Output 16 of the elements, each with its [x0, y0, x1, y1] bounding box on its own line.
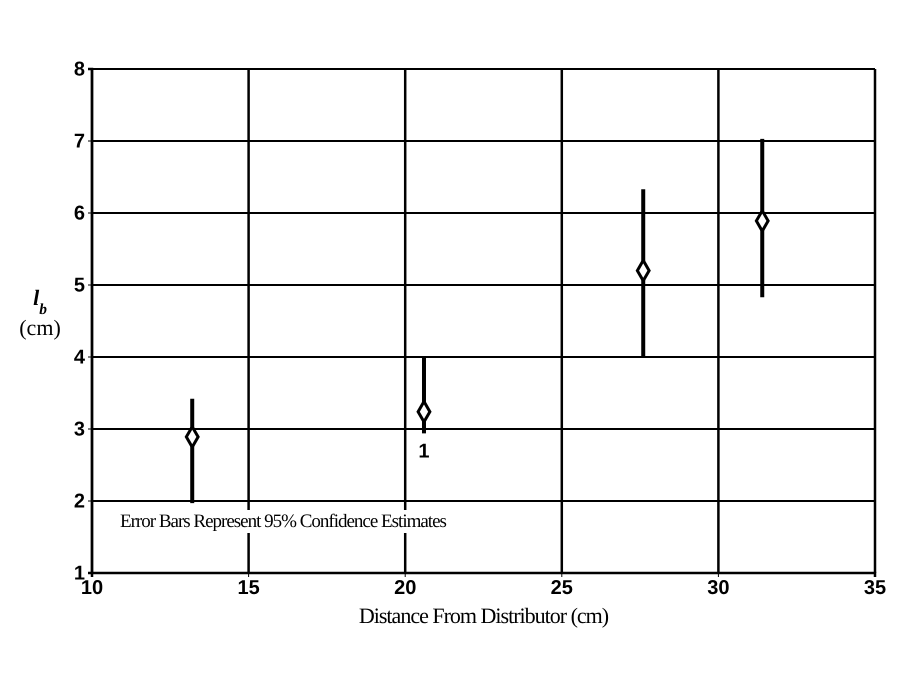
x-tick-label: 20 — [394, 577, 416, 600]
y-tick-label: 5 — [74, 274, 85, 296]
y-axis-title: l$_{b}$ (cm) — [19, 285, 61, 340]
annotation: 1 — [418, 440, 430, 462]
x-tick-label: 25 — [550, 577, 573, 600]
y-tick-label: 6 — [74, 202, 85, 224]
y-tick-label: 3 — [74, 418, 85, 440]
x-tick-label: 35 — [864, 577, 886, 600]
annotation: Error Bars Represent 95% Confidence Estimates — [120, 511, 447, 532]
y-tick-label: 4 — [74, 346, 86, 368]
x-tick-label: 15 — [237, 577, 260, 600]
y-tick-label: 2 — [74, 490, 85, 512]
y-tick-label: 8 — [74, 58, 85, 80]
x-tick-label: 30 — [707, 577, 730, 600]
y-tick-label: 7 — [74, 130, 85, 152]
x-axis-title: Distance From Distributor (cm) — [358, 603, 609, 628]
